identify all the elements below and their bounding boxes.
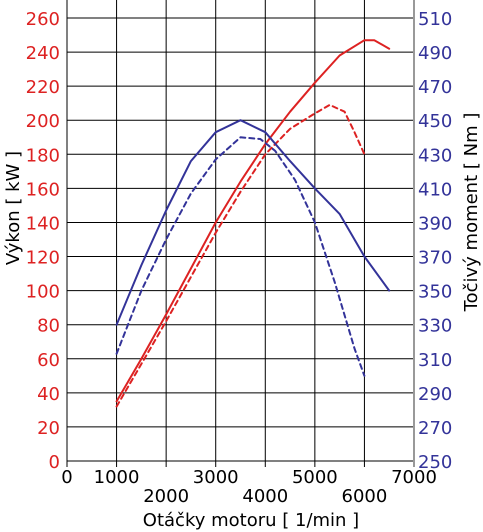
left-tick-label: 140 (26, 213, 60, 234)
torque-dashed-line (115, 136, 366, 377)
left-tick-label: 120 (26, 248, 60, 269)
x-tick-label: 0 (61, 467, 72, 488)
x-tick-label: 5000 (292, 467, 338, 488)
left-axis-ticks: 0 20 40 60 80 100 120 140 160 180 200 220 240 260 (26, 9, 60, 473)
power-solid-line (115, 39, 391, 403)
left-tick-label: 220 (26, 77, 60, 98)
right-tick-label: 250 (418, 452, 452, 473)
left-tick-label: 160 (26, 179, 60, 200)
left-tick-label: 100 (26, 282, 60, 303)
right-tick-label: 490 (418, 43, 452, 64)
x-tick-label: 7000 (391, 467, 437, 488)
left-tick-label: 200 (26, 111, 60, 132)
right-axis-title: Točivý moment [ Nm ] (461, 113, 482, 313)
left-tick-label: 180 (26, 145, 60, 166)
right-tick-label: 370 (418, 248, 452, 269)
right-tick-label: 330 (418, 316, 452, 337)
x-axis-ticks: 0 1000 3000 5000 7000 2000 4000 6000 (61, 467, 437, 507)
right-tick-label: 470 (418, 77, 452, 98)
right-tick-label: 350 (418, 282, 452, 303)
right-tick-label: 270 (418, 418, 452, 439)
right-tick-label: 450 (418, 111, 452, 132)
x-tick-label: 3000 (193, 467, 239, 488)
left-axis-title: Výkon [ kW ] (3, 151, 24, 265)
power-dashed-line (115, 103, 366, 408)
right-tick-label: 390 (418, 213, 452, 234)
right-axis-ticks: 250 270 290 310 330 350 370 390 410 430 450 470 490 5… (418, 9, 452, 473)
left-tick-label: 40 (37, 384, 60, 405)
left-tick-label: 20 (37, 418, 60, 439)
right-tick-label: 310 (418, 350, 452, 371)
x-tick-label: 4000 (242, 486, 288, 507)
x-tick-label: 6000 (342, 486, 388, 507)
x-tick-label: 1000 (94, 467, 140, 488)
series-layer (115, 39, 391, 408)
right-tick-label: 410 (418, 179, 452, 200)
left-tick-label: 60 (37, 350, 60, 371)
left-tick-label: 260 (26, 9, 60, 30)
right-tick-label: 290 (418, 384, 452, 405)
right-tick-label: 510 (418, 9, 452, 30)
torque-solid-line (115, 119, 391, 326)
x-tick-label: 2000 (143, 486, 189, 507)
left-tick-label: 80 (37, 316, 60, 337)
x-axis-title: Otáčky motoru [ 1/min ] (143, 510, 359, 531)
left-tick-label: 240 (26, 43, 60, 64)
left-tick-label: 0 (49, 452, 60, 473)
right-tick-label: 430 (418, 145, 452, 166)
